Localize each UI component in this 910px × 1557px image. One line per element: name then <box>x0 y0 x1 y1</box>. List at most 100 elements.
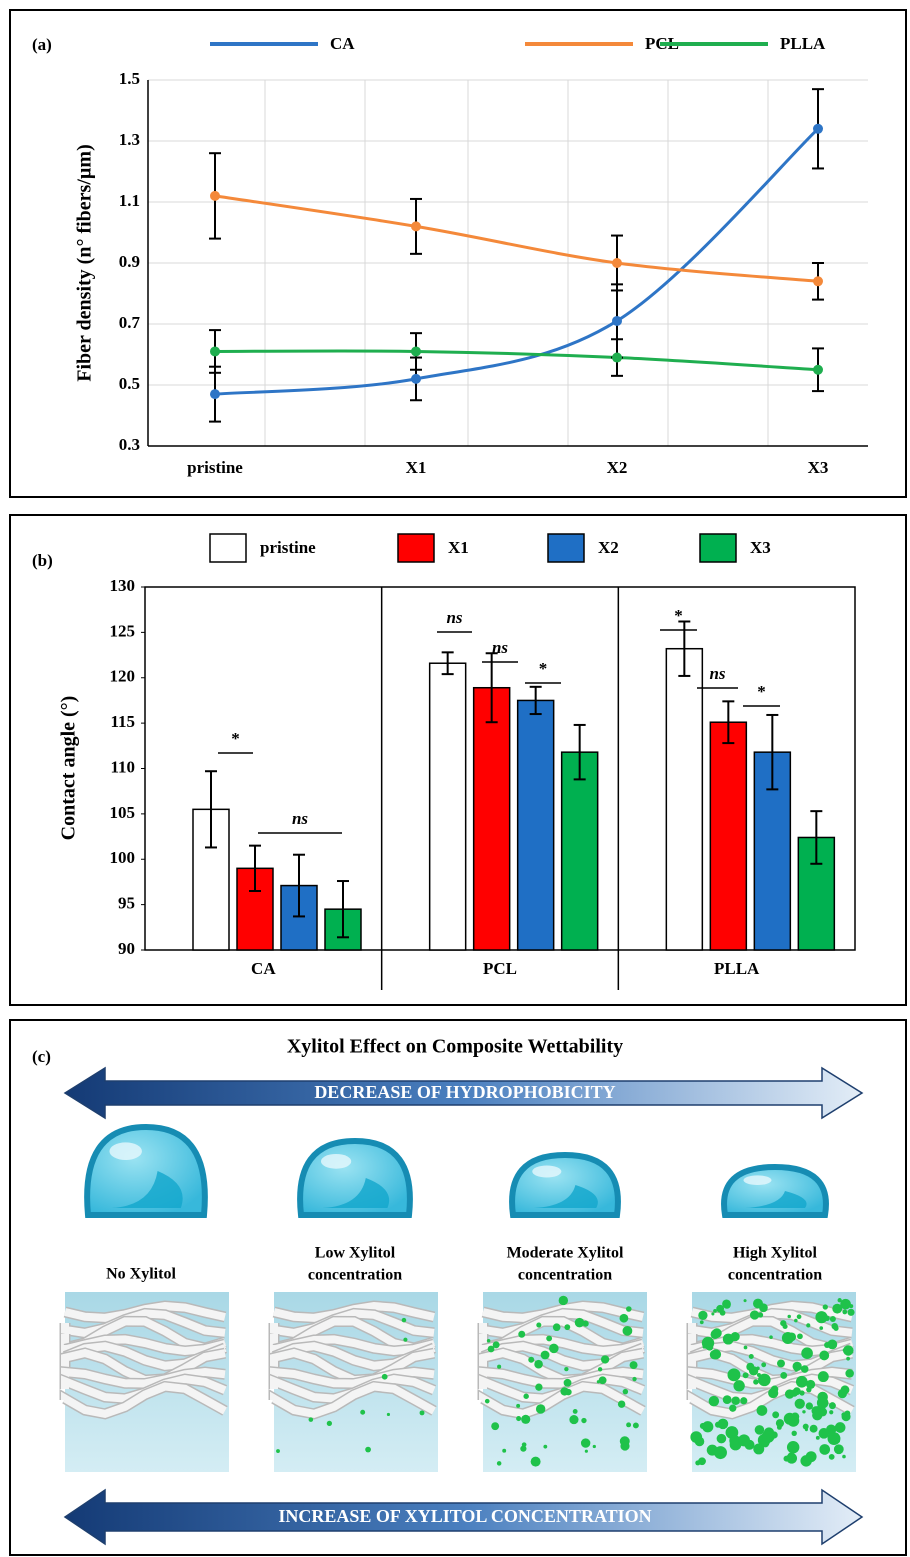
xylitol-particle <box>805 1402 814 1410</box>
xylitol-particle <box>829 1410 834 1415</box>
xylitol-particle <box>818 1428 830 1439</box>
series-line <box>214 349 819 372</box>
data-point <box>612 258 622 268</box>
xylitol-particle <box>516 1416 522 1422</box>
significance-label: ns <box>492 638 508 657</box>
xylitol-particle <box>276 1449 280 1453</box>
xylitol-particle <box>492 1341 500 1349</box>
y-tick-label: 0.7 <box>119 313 141 332</box>
legend-label: CA <box>330 34 355 53</box>
xylitol-particle <box>790 1416 795 1421</box>
xylitol-particle <box>711 1312 715 1316</box>
y-tick-label: 0.5 <box>119 374 140 393</box>
xylitol-particle <box>308 1417 314 1422</box>
legend-label: X1 <box>448 538 469 557</box>
xylitol-particle <box>819 1444 831 1455</box>
xylitol-particle <box>708 1395 720 1407</box>
xylitol-particle <box>592 1444 596 1449</box>
xylitol-particle <box>802 1423 809 1430</box>
data-point <box>813 364 823 375</box>
xylitol-particle <box>569 1415 579 1425</box>
xylitol-particle <box>619 1436 630 1447</box>
y-tick-label: 125 <box>110 621 136 640</box>
xylitol-particle <box>552 1323 561 1332</box>
legend-swatch <box>209 533 247 563</box>
data-point <box>210 190 220 201</box>
xylitol-particle <box>804 1428 808 1432</box>
xylitol-particle <box>698 1310 708 1320</box>
xylitol-particle <box>761 1362 767 1368</box>
xylitol-particle <box>596 1380 601 1384</box>
stage-label: concentration <box>728 1267 822 1284</box>
xylitol-particle <box>758 1373 771 1387</box>
xylitol-particle <box>699 1320 704 1325</box>
xylitol-particle <box>716 1304 725 1313</box>
xylitol-particle <box>806 1323 811 1328</box>
series-line <box>214 127 820 396</box>
xylitol-particle <box>759 1303 768 1313</box>
xylitol-particle <box>844 1410 851 1417</box>
fiber <box>61 1367 226 1388</box>
xylitol-particle <box>626 1422 632 1428</box>
fiber <box>61 1348 226 1385</box>
xylitol-particle <box>846 1356 851 1361</box>
xylitol-particle <box>756 1405 768 1416</box>
xylitol-particle <box>795 1375 808 1388</box>
diagram-title: Xylitol Effect on Composite Wettability <box>287 1036 623 1058</box>
y-tick-label: 1.1 <box>119 191 140 210</box>
xylitol-particle <box>360 1409 366 1415</box>
arrow <box>63 1066 864 1120</box>
xylitol-particle <box>711 1329 719 1337</box>
xylitol-particle <box>622 1388 629 1395</box>
xylitol-particle <box>811 1406 821 1416</box>
xylitol-particle <box>800 1365 809 1373</box>
xylitol-particle <box>761 1430 775 1443</box>
xylitol-particle <box>521 1442 527 1447</box>
xylitol-particle <box>731 1396 740 1405</box>
arrow-label: INCREASE OF XYLITOL CONCENTRATION <box>278 1506 651 1526</box>
xylitol-particle <box>794 1398 805 1409</box>
xylitol-particle <box>564 1324 571 1331</box>
xylitol-particle <box>487 1345 495 1353</box>
xylitol-particle <box>828 1430 834 1436</box>
panel-label: (b) <box>32 551 53 570</box>
xylitol-particle <box>849 1304 854 1309</box>
xylitol-particle <box>546 1335 553 1342</box>
xylitol-particle <box>709 1350 720 1360</box>
panel-frame <box>9 9 907 498</box>
xylitol-particle <box>632 1422 639 1429</box>
series-line <box>214 194 819 283</box>
xylitol-particle <box>713 1446 727 1460</box>
xylitol-particle <box>802 1410 806 1414</box>
xylitol-particle <box>572 1408 578 1414</box>
droplet-highlight <box>320 1153 352 1169</box>
xylitol-particle <box>792 1361 802 1371</box>
xylitol-particle <box>600 1355 610 1364</box>
panel-label: (a) <box>32 35 52 54</box>
xylitol-particle <box>597 1367 603 1372</box>
xylitol-particle <box>842 1309 848 1315</box>
fiber-mat <box>477 1300 646 1420</box>
xylitol-particle <box>521 1414 531 1424</box>
xylitol-particle <box>727 1368 741 1382</box>
xylitol-particle <box>782 1323 788 1330</box>
xylitol-particle <box>536 1322 542 1328</box>
xylitol-particle <box>777 1359 785 1368</box>
x-tick-label: PLLA <box>714 959 760 978</box>
xylitol-particle <box>403 1337 408 1342</box>
y-tick-label: 100 <box>110 848 136 867</box>
xylitol-particle <box>523 1393 529 1399</box>
xylitol-particle <box>484 1398 490 1404</box>
stage-label: concentration <box>308 1267 402 1284</box>
xylitol-particle <box>794 1318 798 1323</box>
y-tick-label: 0.9 <box>119 252 140 271</box>
significance-label: * <box>539 659 548 678</box>
xylitol-particle <box>564 1366 569 1372</box>
xylitol-particle <box>840 1298 851 1310</box>
xylitol-particle <box>486 1338 491 1343</box>
xylitol-particle <box>833 1444 844 1455</box>
xylitol-particle <box>837 1298 842 1303</box>
xylitol-particle <box>832 1303 843 1314</box>
xylitol-particle <box>622 1325 633 1336</box>
y-tick-label: 1.5 <box>119 69 140 88</box>
